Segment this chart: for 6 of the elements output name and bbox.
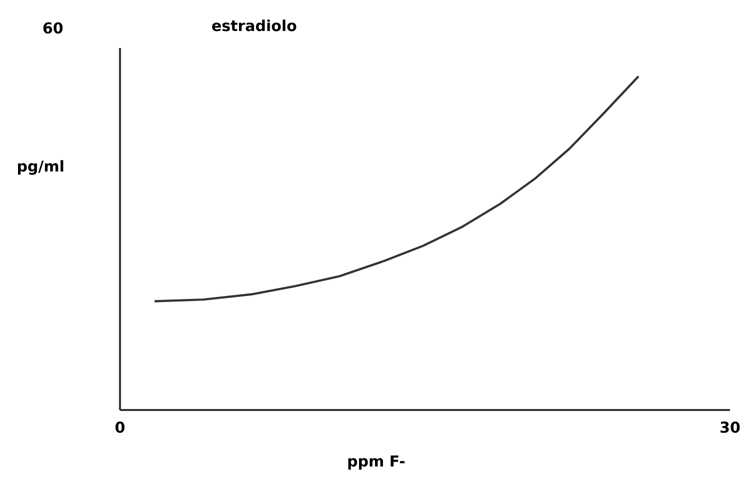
x-tick-label: 30 (720, 422, 740, 433)
x-tick-label: 0 (116, 422, 124, 433)
x-axis-title: ppm F- (348, 456, 405, 470)
y-axis-title: pg/ml (18, 160, 64, 175)
text: 60 (43, 22, 63, 34)
chart-title: estradiolo (212, 20, 296, 32)
